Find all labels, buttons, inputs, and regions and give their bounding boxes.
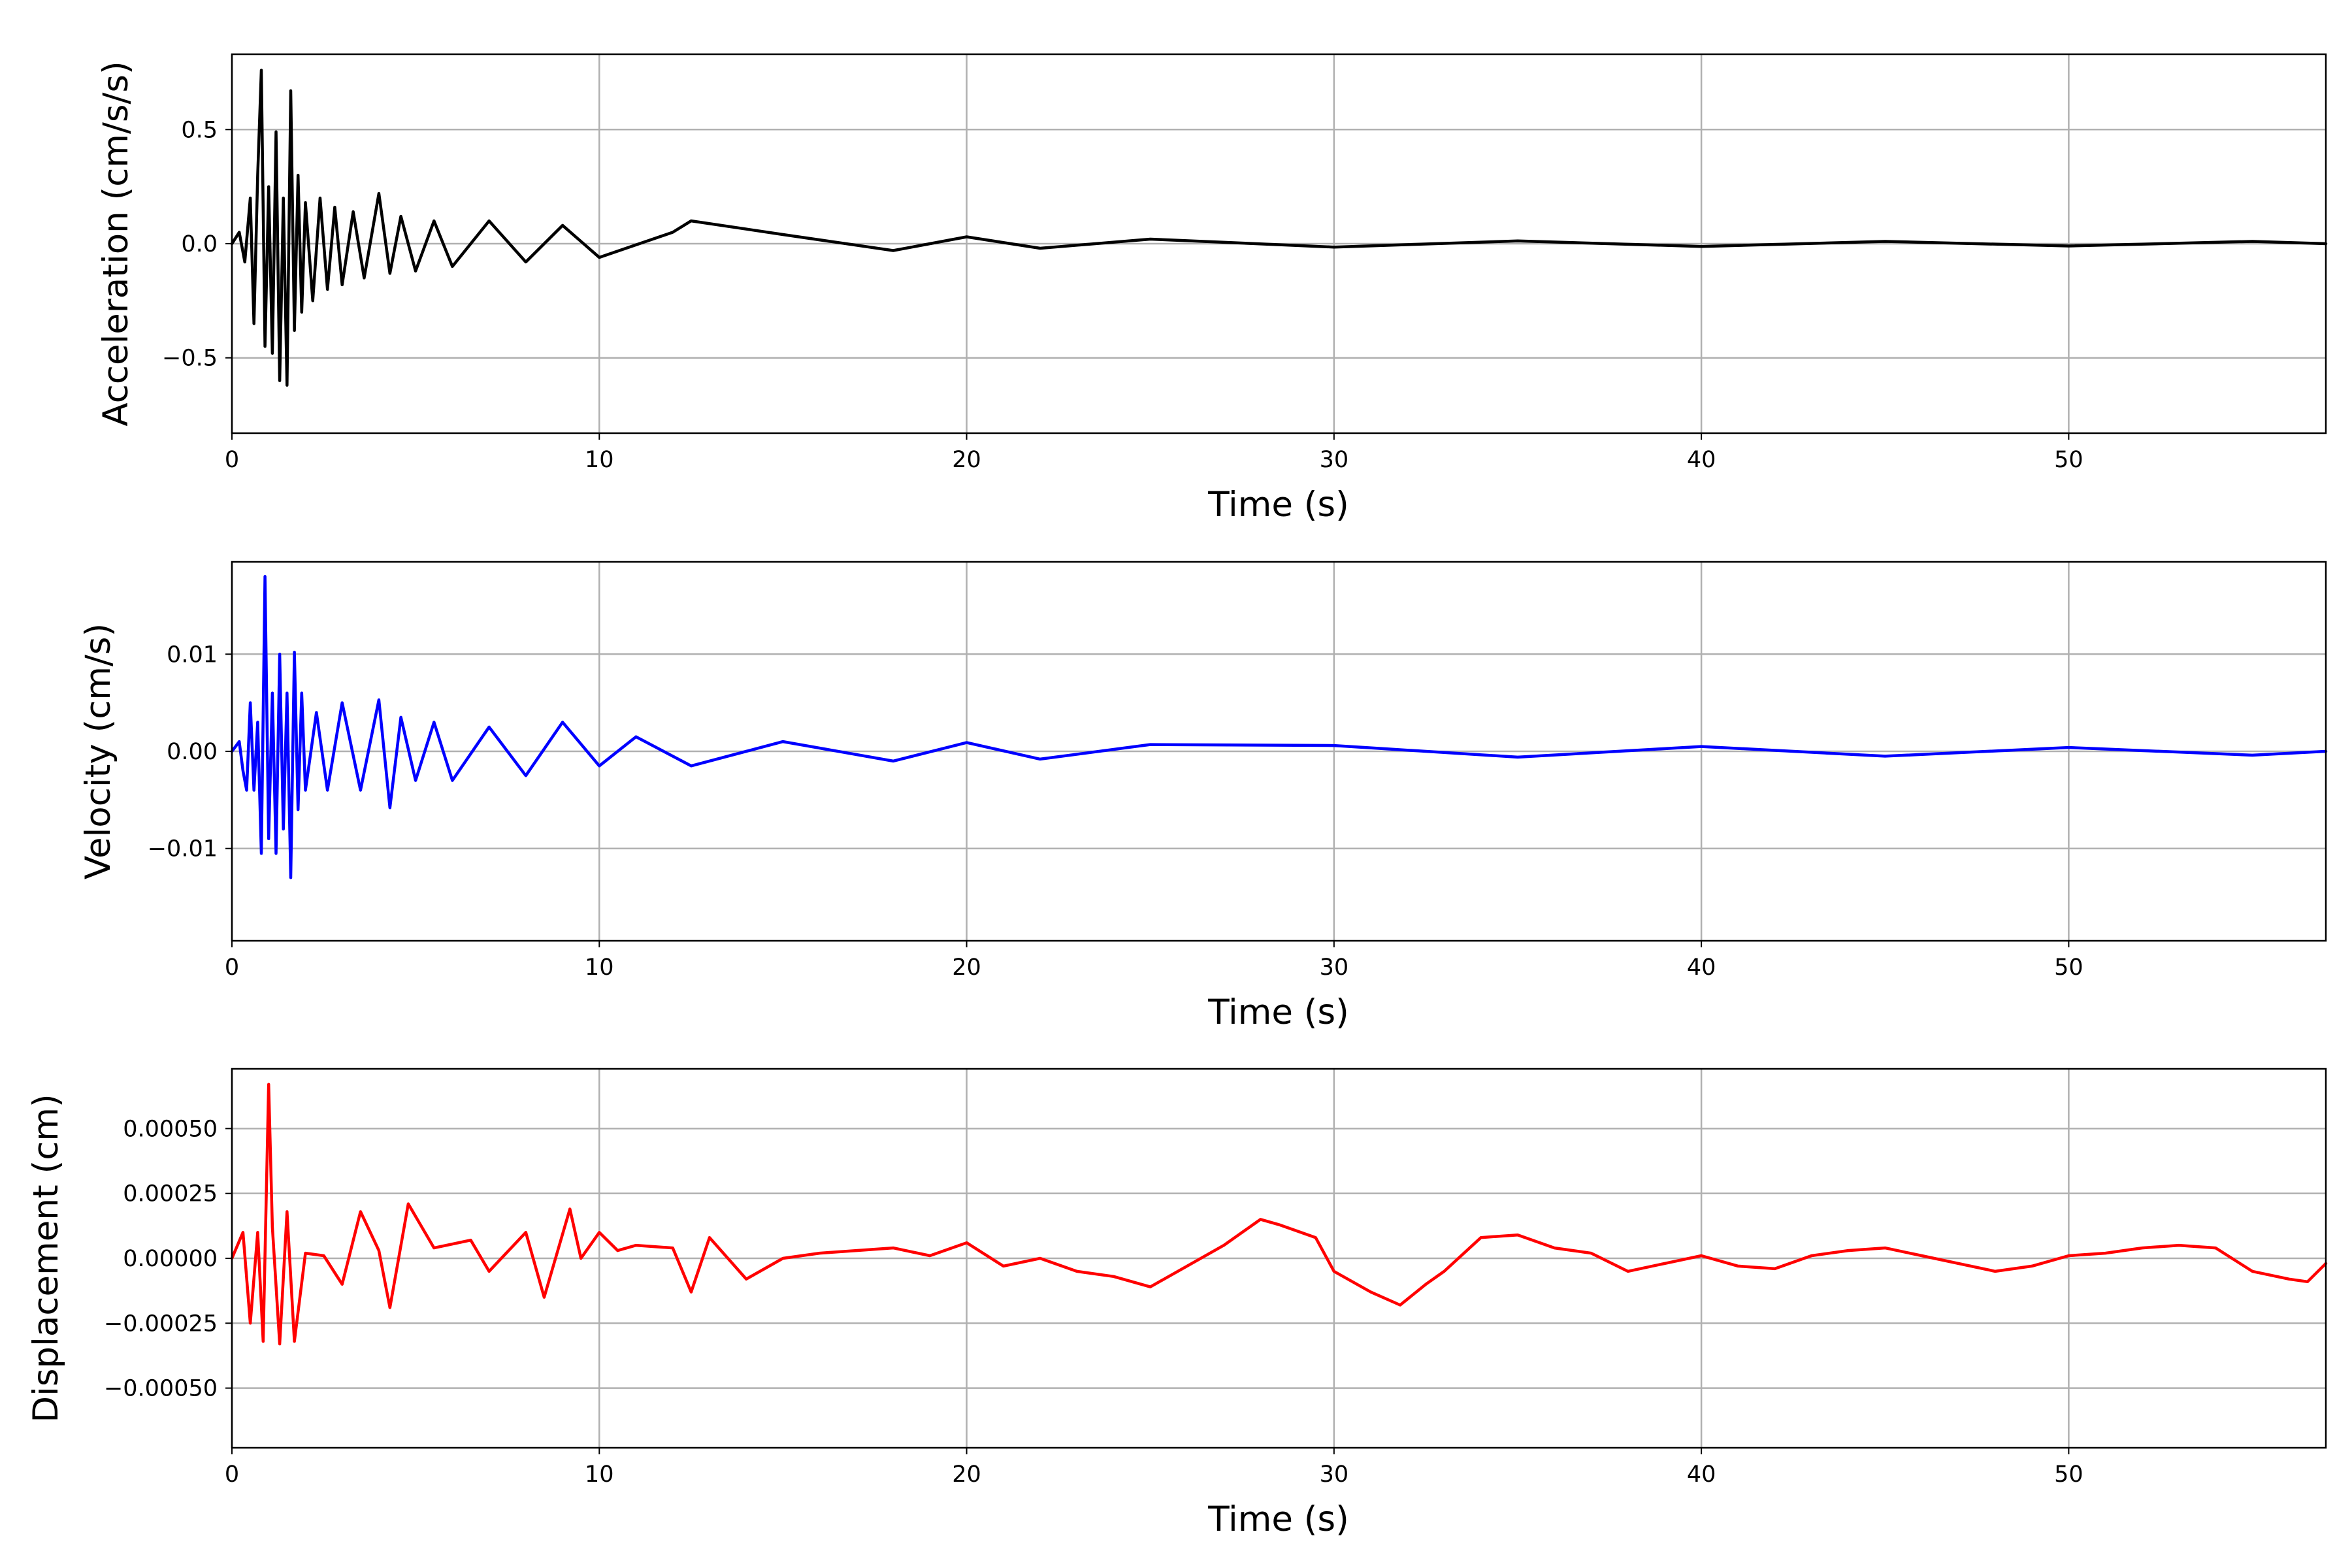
displacement-x-tick-label: 20 xyxy=(952,1462,981,1488)
acceleration-series-line xyxy=(230,69,2328,387)
displacement-ticks: 0 10 20 30 40 50 −0.00050 −0.00025 0.00000 0.0002… xyxy=(104,1116,2083,1488)
velocity-x-tick-label: 30 xyxy=(1320,955,1349,981)
velocity-x-tick-label: 0 xyxy=(225,955,239,981)
displacement-x-tick-label: 30 xyxy=(1320,1462,1349,1488)
acceleration-x-tick-label: 50 xyxy=(2054,447,2083,473)
displacement-x-tick-label: 0 xyxy=(225,1462,239,1488)
velocity-ticks: 0 10 20 30 40 50 −0.01 0.00 0.01 xyxy=(148,642,2083,981)
velocity-x-tick-label: 10 xyxy=(585,955,614,981)
velocity-y-axis-title: Velocity (cm/s) xyxy=(78,623,118,879)
panel-velocity: 0 10 20 30 40 50 −0.01 0.00 0.01 Time (s) Veloci… xyxy=(78,561,2328,1032)
acceleration-x-tick-label: 40 xyxy=(1687,447,1716,473)
velocity-y-tick-label: 0.00 xyxy=(167,739,218,765)
velocity-x-axis-title: Time (s) xyxy=(1207,992,1349,1032)
acceleration-y-tick-label: −0.5 xyxy=(162,346,218,372)
acceleration-y-tick-label: 0.0 xyxy=(181,231,218,257)
velocity-series xyxy=(230,575,2328,879)
velocity-y-tick-label: −0.01 xyxy=(148,836,218,862)
displacement-x-tick-label: 40 xyxy=(1687,1462,1716,1488)
displacement-series-line xyxy=(230,1083,2328,1346)
displacement-x-tick-label: 50 xyxy=(2054,1462,2083,1488)
velocity-y-tick-label: 0.01 xyxy=(167,642,218,668)
acceleration-x-tick-label: 30 xyxy=(1320,447,1349,473)
displacement-y-tick-label: 0.00000 xyxy=(123,1246,218,1272)
velocity-x-tick-label: 50 xyxy=(2054,955,2083,981)
panel-displacement: 0 10 20 30 40 50 −0.00050 −0.00025 0.00000 0.0002… xyxy=(26,1068,2328,1539)
acceleration-series xyxy=(230,69,2328,387)
acceleration-x-tick-label: 20 xyxy=(952,447,981,473)
displacement-y-axis-title: Displacement (cm) xyxy=(26,1094,66,1422)
acceleration-y-tick-label: 0.5 xyxy=(181,117,218,143)
acceleration-x-axis-title: Time (s) xyxy=(1207,485,1349,525)
acceleration-x-tick-label: 0 xyxy=(225,447,239,473)
acceleration-y-axis-title: Acceleration (cm/s/s) xyxy=(96,61,136,426)
displacement-y-tick-label: 0.00025 xyxy=(123,1181,218,1207)
displacement-series xyxy=(230,1083,2328,1346)
displacement-y-tick-label: 0.00050 xyxy=(123,1116,218,1142)
displacement-x-axis-title: Time (s) xyxy=(1207,1499,1349,1539)
velocity-series-line xyxy=(230,575,2328,879)
displacement-x-tick-label: 10 xyxy=(585,1462,614,1488)
panel-acceleration: 0 10 20 30 40 50 −0.5 0.0 0.5 Time (s) Accelerat… xyxy=(96,53,2328,525)
acceleration-ticks: 0 10 20 30 40 50 −0.5 0.0 0.5 xyxy=(162,117,2083,473)
displacement-y-tick-label: −0.00025 xyxy=(104,1311,218,1337)
velocity-x-tick-label: 20 xyxy=(952,955,981,981)
velocity-x-tick-label: 40 xyxy=(1687,955,1716,981)
acceleration-x-tick-label: 10 xyxy=(585,447,614,473)
displacement-y-tick-label: −0.00050 xyxy=(104,1376,218,1402)
